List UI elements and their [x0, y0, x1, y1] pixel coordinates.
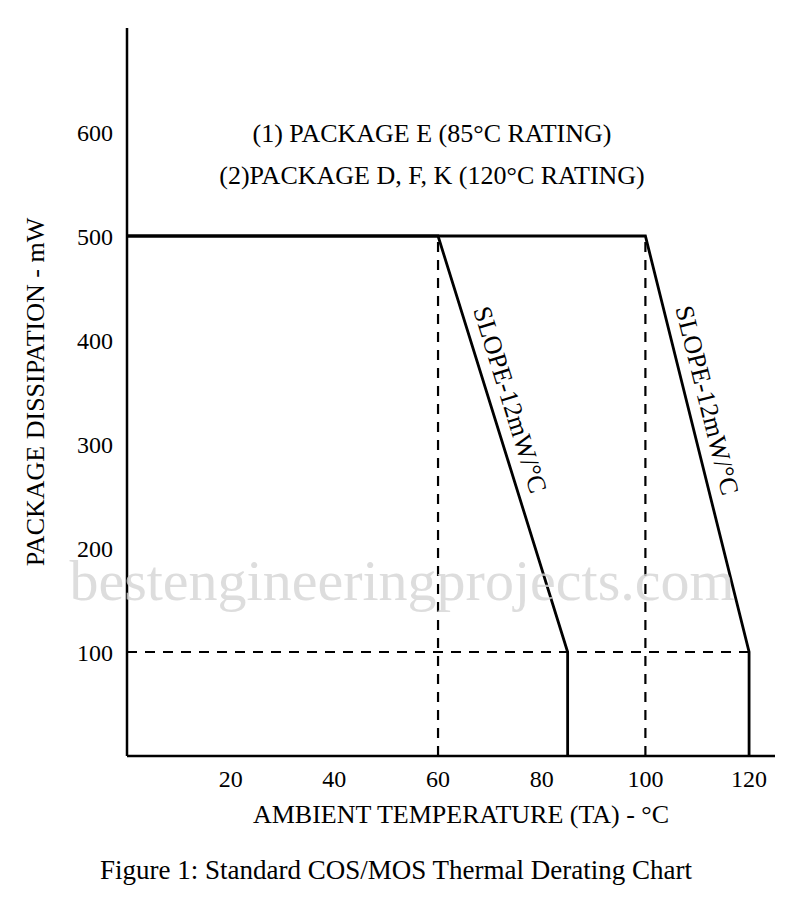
svg-text:120: 120	[731, 766, 767, 792]
svg-text:600: 600	[77, 120, 113, 146]
svg-text:200: 200	[77, 536, 113, 562]
svg-text:PACKAGE DISSIPATION - mW: PACKAGE DISSIPATION - mW	[21, 217, 50, 566]
html-text:Figure 1: Standard COS/MOS The: Figure 1: Standard COS/MOS Thermal Derat…	[100, 855, 692, 885]
svg-text:60: 60	[426, 766, 450, 792]
svg-text:100: 100	[77, 640, 113, 666]
svg-text:SLOPE-12mW/°C: SLOPE-12mW/°C	[669, 303, 744, 498]
svg-text:(2)PACKAGE D, F, K (120°C RATI: (2)PACKAGE D, F, K (120°C RATING)	[219, 161, 645, 190]
svg-text:80: 80	[530, 766, 554, 792]
svg-text:40: 40	[322, 766, 346, 792]
svg-text:(1) PACKAGE E (85°C RATING): (1) PACKAGE E (85°C RATING)	[253, 119, 612, 148]
svg-text:SLOPE-12mW/°C: SLOPE-12mW/°C	[467, 303, 552, 497]
svg-text:500: 500	[77, 224, 113, 250]
svg-text:300: 300	[77, 432, 113, 458]
svg-text:400: 400	[77, 328, 113, 354]
svg-text:AMBIENT TEMPERATURE (TA) - °C: AMBIENT TEMPERATURE (TA) - °C	[253, 800, 669, 829]
svg-text:20: 20	[219, 766, 243, 792]
svg-text:bestengineeringprojects.com: bestengineeringprojects.com	[69, 548, 734, 613]
svg-text:100: 100	[627, 766, 663, 792]
